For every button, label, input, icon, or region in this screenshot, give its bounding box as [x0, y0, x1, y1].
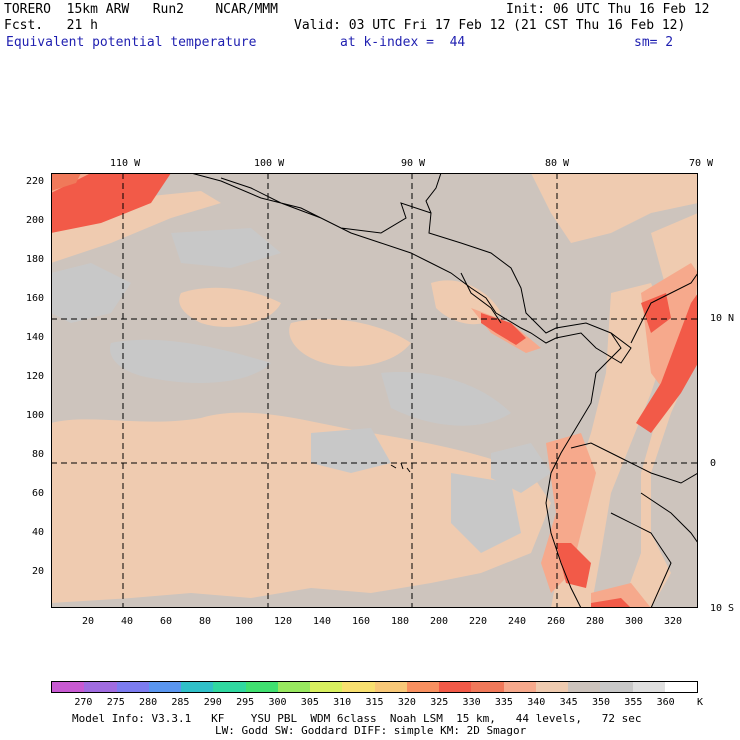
- smoothing: sm= 2: [634, 35, 674, 50]
- colorbar-label: 340: [527, 697, 546, 708]
- physics-info: LW: Godd SW: Goddard DIFF: simple KM: 2D…: [215, 724, 527, 737]
- x-tick: 260: [547, 616, 566, 627]
- colorbar-swatch: [600, 682, 633, 692]
- x-tick: 200: [430, 616, 449, 627]
- lat-label-10s: 10 S: [710, 603, 735, 614]
- colorbar-label: 360: [656, 697, 675, 708]
- colorbar-swatch: [503, 682, 536, 692]
- colorbar-label: 355: [624, 697, 643, 708]
- y-tick: 80: [32, 449, 45, 460]
- colorbar-swatch: [181, 682, 214, 692]
- lon-label-70w: 70 W: [689, 158, 714, 169]
- valid-time: Valid: 03 UTC Fri 17 Feb 12 (21 CST Thu …: [294, 18, 686, 33]
- y-tick: 60: [32, 488, 45, 499]
- y-tick: 180: [26, 254, 45, 265]
- colorbar-label: 275: [106, 697, 125, 708]
- colorbar-swatch: [568, 682, 601, 692]
- colorbar-label: 300: [268, 697, 287, 708]
- colorbar-label: 280: [139, 697, 158, 708]
- y-tick: 40: [32, 527, 45, 538]
- colorbar-swatch: [471, 682, 504, 692]
- colorbar-label: 295: [236, 697, 255, 708]
- field-340: [51, 173, 698, 608]
- field-350: [51, 228, 551, 553]
- colorbar-swatch: [52, 682, 85, 692]
- x-tick: 80: [199, 616, 212, 627]
- colorbar-swatch: [116, 682, 149, 692]
- colorbar-swatch: [148, 682, 181, 692]
- colorbar-swatch: [439, 682, 472, 692]
- x-tick: 280: [586, 616, 605, 627]
- colorbar-swatch: [664, 682, 697, 692]
- colorbar-label: 290: [203, 697, 222, 708]
- k-index: at k-index = 44: [340, 35, 466, 50]
- colorbar-label: 320: [397, 697, 416, 708]
- x-tick: 120: [274, 616, 293, 627]
- model-info: Model Info: V3.3.1 KF YSU PBL WDM 6class…: [72, 712, 642, 725]
- colorbar-swatch: [84, 682, 117, 692]
- y-tick: 120: [26, 371, 45, 382]
- lon-label-90w: 90 W: [401, 158, 426, 169]
- graticule: [51, 173, 698, 608]
- map-frame: [51, 173, 698, 608]
- colorbar: [51, 681, 698, 693]
- x-tick: 160: [352, 616, 371, 627]
- y-tick: 160: [26, 293, 45, 304]
- x-tick: 220: [469, 616, 488, 627]
- y-tick: 200: [26, 215, 45, 226]
- colorbar-swatch: [535, 682, 568, 692]
- x-tick: 20: [82, 616, 95, 627]
- forecast-hour: Fcst. 21 h: [4, 18, 98, 33]
- x-tick: 240: [508, 616, 527, 627]
- colorbar-label: 315: [365, 697, 384, 708]
- x-tick: 140: [313, 616, 332, 627]
- y-tick: 20: [32, 566, 45, 577]
- colorbar-swatch: [342, 682, 375, 692]
- colorbar-label: 335: [494, 697, 513, 708]
- field-325: [51, 173, 81, 191]
- y-tick: 100: [26, 410, 45, 421]
- colorbar-label: 345: [559, 697, 578, 708]
- colorbar-label: 285: [171, 697, 190, 708]
- colorbar-label: 330: [462, 697, 481, 708]
- lon-label-110w: 110 W: [110, 158, 141, 169]
- colorbar-swatch: [245, 682, 278, 692]
- colorbar-unit: K: [697, 697, 704, 708]
- colorbar-swatch: [406, 682, 439, 692]
- colorbar-label: 350: [591, 697, 610, 708]
- colorbar-label: 305: [300, 697, 319, 708]
- x-tick: 180: [391, 616, 410, 627]
- x-tick: 100: [235, 616, 254, 627]
- colorbar-label: 310: [333, 697, 352, 708]
- colorbar-swatch: [374, 682, 407, 692]
- colorbar-swatch: [632, 682, 665, 692]
- colorbar-label: 325: [430, 697, 449, 708]
- y-tick: 140: [26, 332, 45, 343]
- lat-label-10n: 10 N: [710, 313, 735, 324]
- x-tick: 60: [160, 616, 173, 627]
- model-title: TORERO 15km ARW Run2 NCAR/MMM: [4, 2, 278, 17]
- colorbar-label: 270: [74, 697, 93, 708]
- field-name: Equivalent potential temperature: [6, 35, 257, 50]
- y-tick: 220: [26, 176, 45, 187]
- lon-label-100w: 100 W: [254, 158, 285, 169]
- colorbar-swatch: [277, 682, 310, 692]
- lat-label-0: 0: [710, 458, 717, 469]
- colorbar-swatch: [213, 682, 246, 692]
- x-tick: 40: [121, 616, 134, 627]
- colorbar-swatch: [310, 682, 343, 692]
- x-tick: 320: [664, 616, 683, 627]
- x-tick: 300: [625, 616, 644, 627]
- field-330: [51, 173, 698, 608]
- theta-e-map: [51, 173, 698, 608]
- init-time: Init: 06 UTC Thu 16 Feb 12: [506, 2, 710, 17]
- lon-label-80w: 80 W: [545, 158, 570, 169]
